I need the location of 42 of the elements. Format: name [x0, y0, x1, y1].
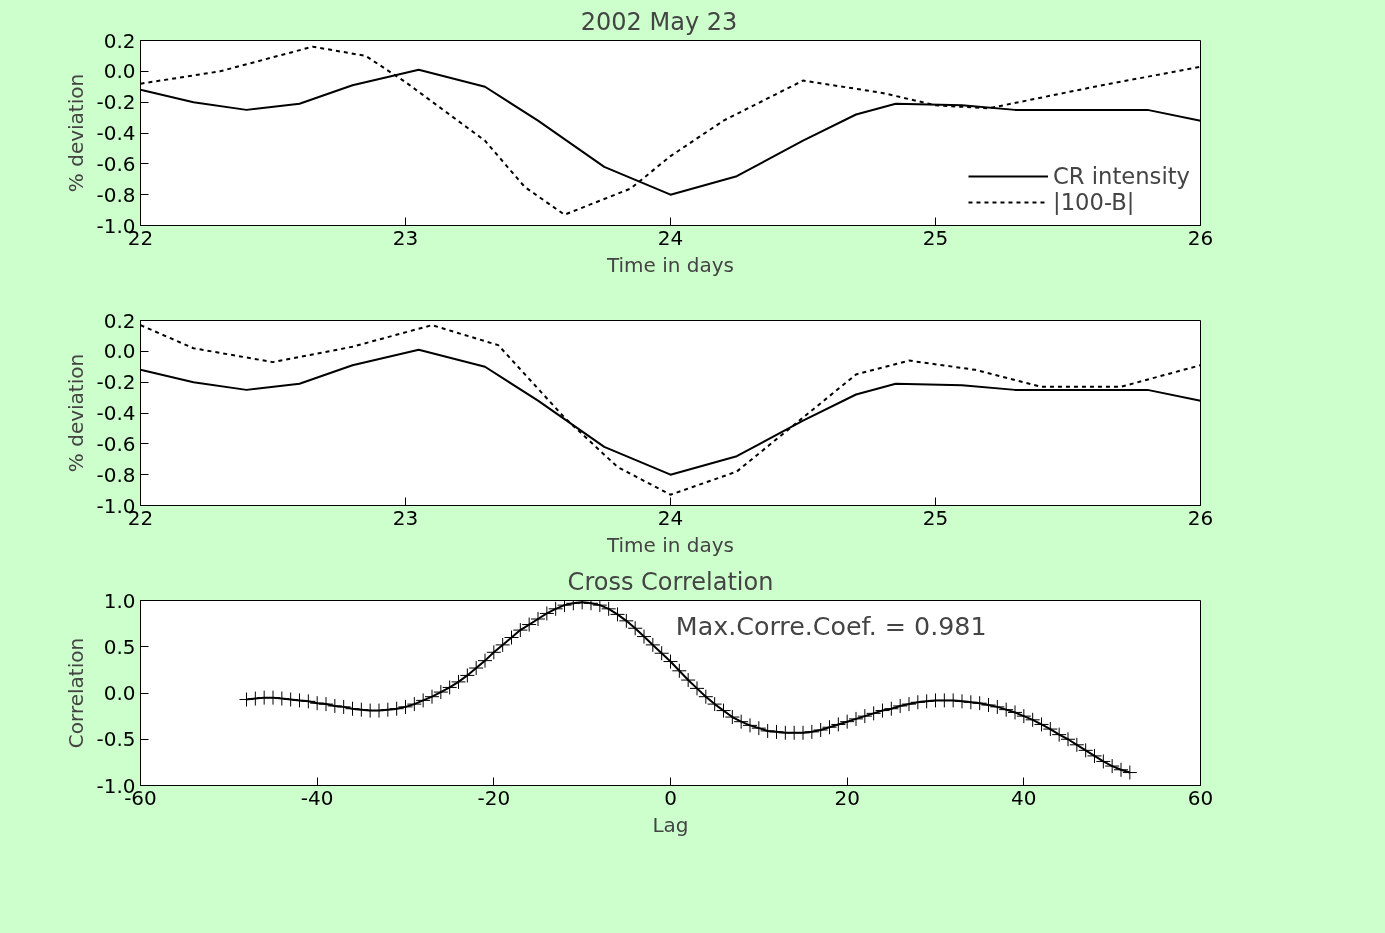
- x-tick-label: 25: [922, 505, 949, 530]
- annotation: Max.Corre.Coef. = 0.981: [675, 611, 987, 642]
- y-tick-label: -0.4: [96, 121, 136, 145]
- y-tick-label: 0.0: [103, 339, 136, 364]
- y-tick-label: 0.2: [103, 28, 136, 53]
- y-axis-title: % deviation: [64, 73, 89, 193]
- y-tick-label: -0.5: [96, 727, 136, 752]
- y-axis-title: Correlation: [64, 637, 89, 749]
- y-tick-label: -0.6: [96, 431, 136, 456]
- y-axis-title: % deviation: [64, 353, 89, 473]
- y-tick-label: 0.0: [103, 59, 136, 84]
- line-series: [140, 324, 1201, 496]
- y-tick-label: -0.4: [96, 401, 136, 425]
- legend-label: |100-B|: [1053, 189, 1135, 215]
- x-axis-title: Time in days: [605, 532, 735, 557]
- y-tick-label: 0.0: [103, 681, 136, 705]
- x-tick-label: 23: [392, 225, 419, 250]
- chart-title: Cross Correlation: [567, 567, 774, 596]
- x-tick-label: 24: [657, 225, 684, 250]
- x-tick-label: 40: [1011, 785, 1037, 810]
- y-tick-label: -0.8: [96, 462, 136, 487]
- y-tick-label: -0.2: [96, 370, 136, 395]
- x-tick-label: -20: [477, 785, 511, 810]
- x-tick-label: 60: [1187, 785, 1214, 810]
- x-tick-label: -40: [300, 785, 334, 810]
- x-axis-title: Lag: [652, 812, 689, 837]
- y-tick-label: -0.6: [96, 151, 136, 176]
- legend-label: CR intensity: [1053, 163, 1190, 189]
- x-tick-label: 26: [1187, 225, 1214, 250]
- y-tick-label: 0.5: [103, 634, 136, 659]
- x-tick-label: 23: [392, 505, 419, 530]
- x-tick-label: 20: [834, 785, 860, 810]
- x-tick-label: 26: [1187, 505, 1214, 530]
- y-tick-label: 1.0: [103, 588, 136, 613]
- x-axis-title: Time in days: [605, 252, 735, 277]
- chart-title: 2002 May 23: [580, 7, 738, 36]
- x-tick-label: 24: [657, 505, 684, 530]
- y-tick-label: 0.2: [103, 308, 136, 333]
- x-tick-label: 25: [922, 225, 949, 250]
- y-tick-label: -0.8: [96, 182, 136, 207]
- y-tick-label: -0.2: [96, 90, 136, 115]
- x-tick-label: 0: [664, 785, 677, 810]
